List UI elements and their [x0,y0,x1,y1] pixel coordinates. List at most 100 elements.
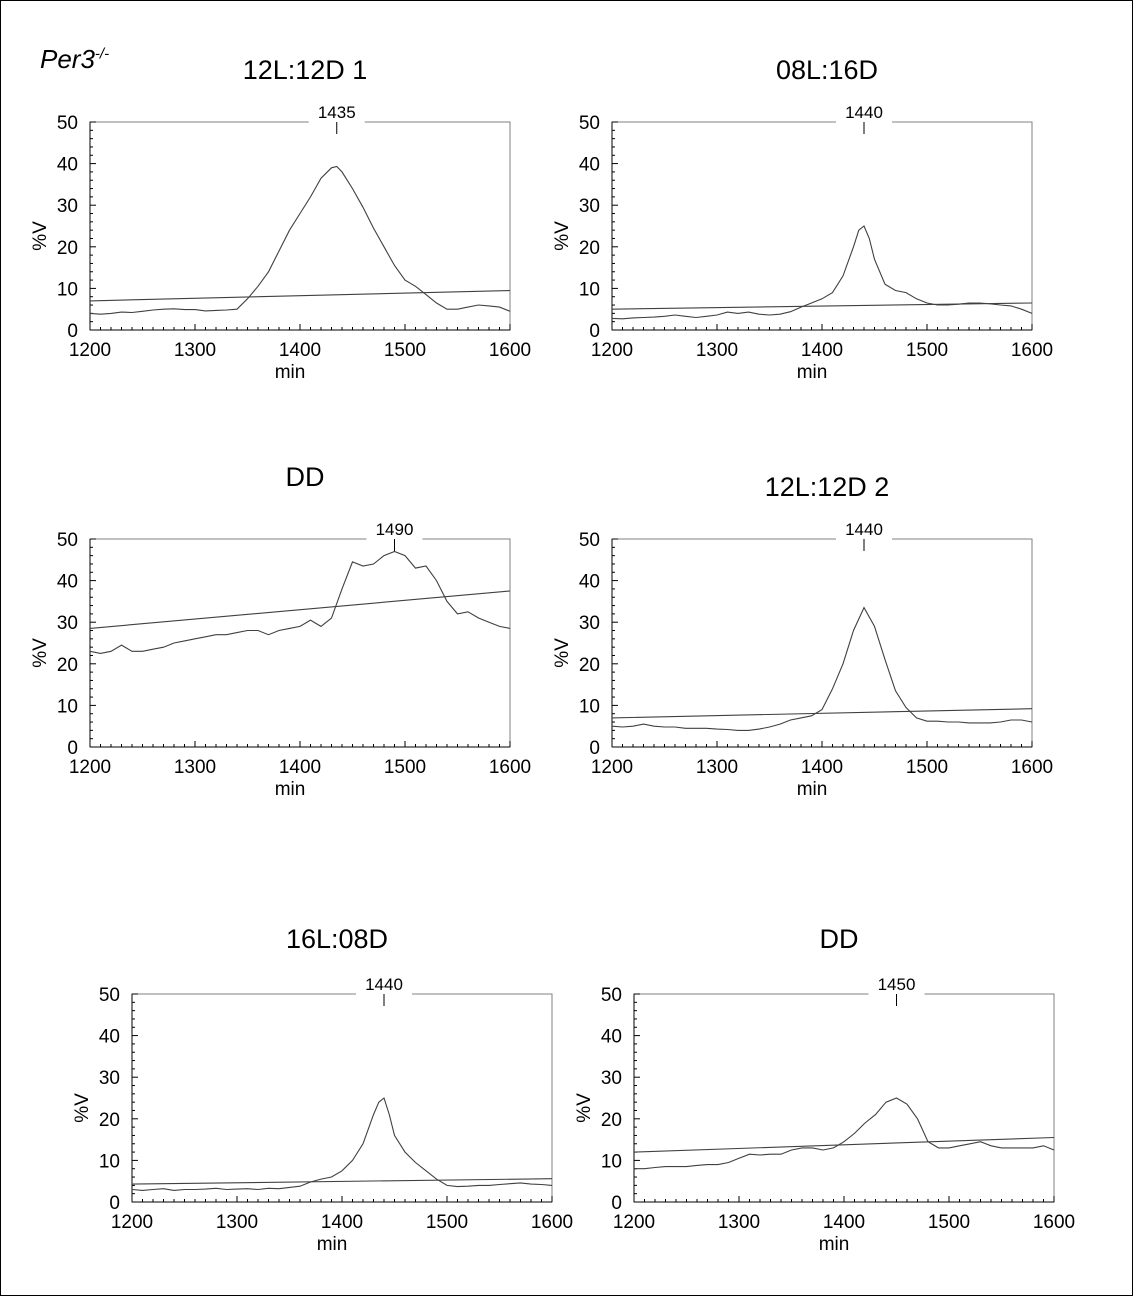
y-tick-label: 50 [57,113,78,134]
y-tick-label: 30 [57,196,78,217]
y-tick-label: 10 [579,279,600,300]
x-tick-label: 1200 [613,1212,655,1233]
x-axis-label: min [819,1234,850,1255]
y-tick-label: 30 [579,196,600,217]
x-tick-label: 1600 [489,757,531,778]
y-axis-label: %V [574,1093,595,1123]
activity-line [611,606,1033,731]
peak-label: 1435 [318,103,356,122]
peak-label: 1450 [878,975,916,994]
x-tick-label: 1500 [426,1212,468,1233]
y-tick-label: 40 [99,1027,120,1048]
y-tick-label: 10 [99,1151,120,1172]
x-tick-label: 1600 [531,1212,573,1233]
y-tick-label: 0 [67,738,78,759]
y-tick-label: 20 [579,655,600,676]
x-tick-label: 1200 [591,340,633,361]
panel-title: 12L:12D 2 [764,472,890,502]
y-tick-label: 20 [57,655,78,676]
y-tick-label: 40 [579,155,600,176]
y-tick-label: 10 [57,279,78,300]
y-tick-label: 10 [57,696,78,717]
y-tick-label: 0 [589,321,600,342]
y-tick-label: 30 [579,613,600,634]
plot-frame [633,993,1055,1203]
peak-label: 1440 [365,975,403,994]
y-axis-label: %V [30,638,51,668]
panel-title: 08L:16D [775,55,879,85]
y-tick-label: 0 [109,1193,120,1214]
x-tick-label: 1500 [906,340,948,361]
x-tick-label: 1300 [216,1212,258,1233]
y-tick-label: 20 [601,1110,622,1131]
y-tick-label: 30 [601,1068,622,1089]
significance-line [611,302,1033,310]
peak-label: 1440 [845,520,883,539]
x-tick-label: 1500 [928,1212,970,1233]
genotype-label: Per3-/- [40,44,110,74]
x-axis-label: min [275,779,306,800]
y-axis-label: %V [30,221,51,251]
y-tick-label: 20 [579,238,600,259]
x-tick-label: 1300 [174,757,216,778]
x-tick-label: 1400 [279,340,321,361]
y-tick-label: 0 [611,1193,622,1214]
x-tick-label: 1300 [696,340,738,361]
y-tick-label: 20 [99,1110,120,1131]
x-tick-label: 1300 [174,340,216,361]
chart-panel-2: 0 10 20 30 40 50 1200 1300 1400 1500 1600 min %V 1440 [552,103,1053,383]
panel-title: 12L:12D 1 [242,55,368,85]
y-axis-label: %V [552,638,573,668]
significance-line [89,289,511,302]
x-axis-label: min [275,362,306,383]
y-tick-label: 20 [57,238,78,259]
y-tick-label: 50 [579,530,600,551]
chart-panel-5: 0 10 20 30 40 50 1200 1300 1400 1500 1600 min %V 1440 [72,975,573,1255]
plot-frame [89,538,511,748]
y-tick-label: 30 [99,1068,120,1089]
x-tick-label: 1200 [111,1212,153,1233]
y-axis-label: %V [72,1093,93,1123]
activity-line [89,550,511,654]
panel-title: 16L:08D [285,924,389,954]
panel-title: DD [819,924,859,954]
y-tick-label: 10 [579,696,600,717]
panel-title: DD [285,462,325,492]
activity-line [611,225,1033,320]
x-tick-label: 1200 [69,340,111,361]
significance-line [89,590,511,629]
x-tick-label: 1300 [696,757,738,778]
plot-frame [611,538,1033,748]
x-tick-label: 1400 [801,757,843,778]
significance-line [131,1178,553,1185]
peak-label: 1490 [376,520,414,539]
y-tick-label: 50 [99,985,120,1006]
x-tick-label: 1200 [69,757,111,778]
x-axis-label: min [317,1234,348,1255]
x-tick-label: 1400 [823,1212,865,1233]
x-tick-label: 1400 [801,340,843,361]
x-axis-label: min [797,779,828,800]
chart-panel-6: 0 10 20 30 40 50 1200 1300 1400 1500 1600 min %V 1450 [574,975,1075,1255]
chart-panel-3: 0 10 20 30 40 50 1200 1300 1400 1500 1600 min %V 1490 [30,520,531,800]
x-tick-label: 1500 [384,757,426,778]
x-tick-label: 1400 [321,1212,363,1233]
y-tick-label: 40 [57,155,78,176]
y-tick-label: 50 [579,113,600,134]
activity-line [634,1097,1055,1170]
x-tick-label: 1500 [906,757,948,778]
x-tick-label: 1600 [489,340,531,361]
x-tick-label: 1600 [1033,1212,1075,1233]
y-tick-label: 0 [589,738,600,759]
x-axis-label: min [797,362,828,383]
y-tick-label: 40 [579,572,600,593]
x-tick-label: 1300 [718,1212,760,1233]
x-tick-label: 1200 [591,757,633,778]
x-tick-label: 1500 [384,340,426,361]
significance-line [611,708,1033,719]
x-tick-label: 1600 [1011,757,1053,778]
y-tick-label: 50 [57,530,78,551]
y-tick-label: 40 [57,572,78,593]
y-tick-label: 10 [601,1151,622,1172]
